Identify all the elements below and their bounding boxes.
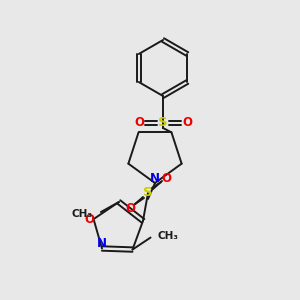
Text: O: O: [85, 213, 94, 226]
Text: CH₃: CH₃: [72, 209, 93, 219]
Text: N: N: [97, 237, 107, 250]
Text: O: O: [161, 172, 171, 184]
Text: N: N: [150, 172, 160, 184]
Text: CH₃: CH₃: [158, 231, 178, 241]
Text: S: S: [143, 187, 153, 200]
Text: O: O: [182, 116, 192, 130]
Text: S: S: [158, 116, 168, 130]
Text: O: O: [125, 202, 135, 214]
Text: O: O: [134, 116, 144, 130]
